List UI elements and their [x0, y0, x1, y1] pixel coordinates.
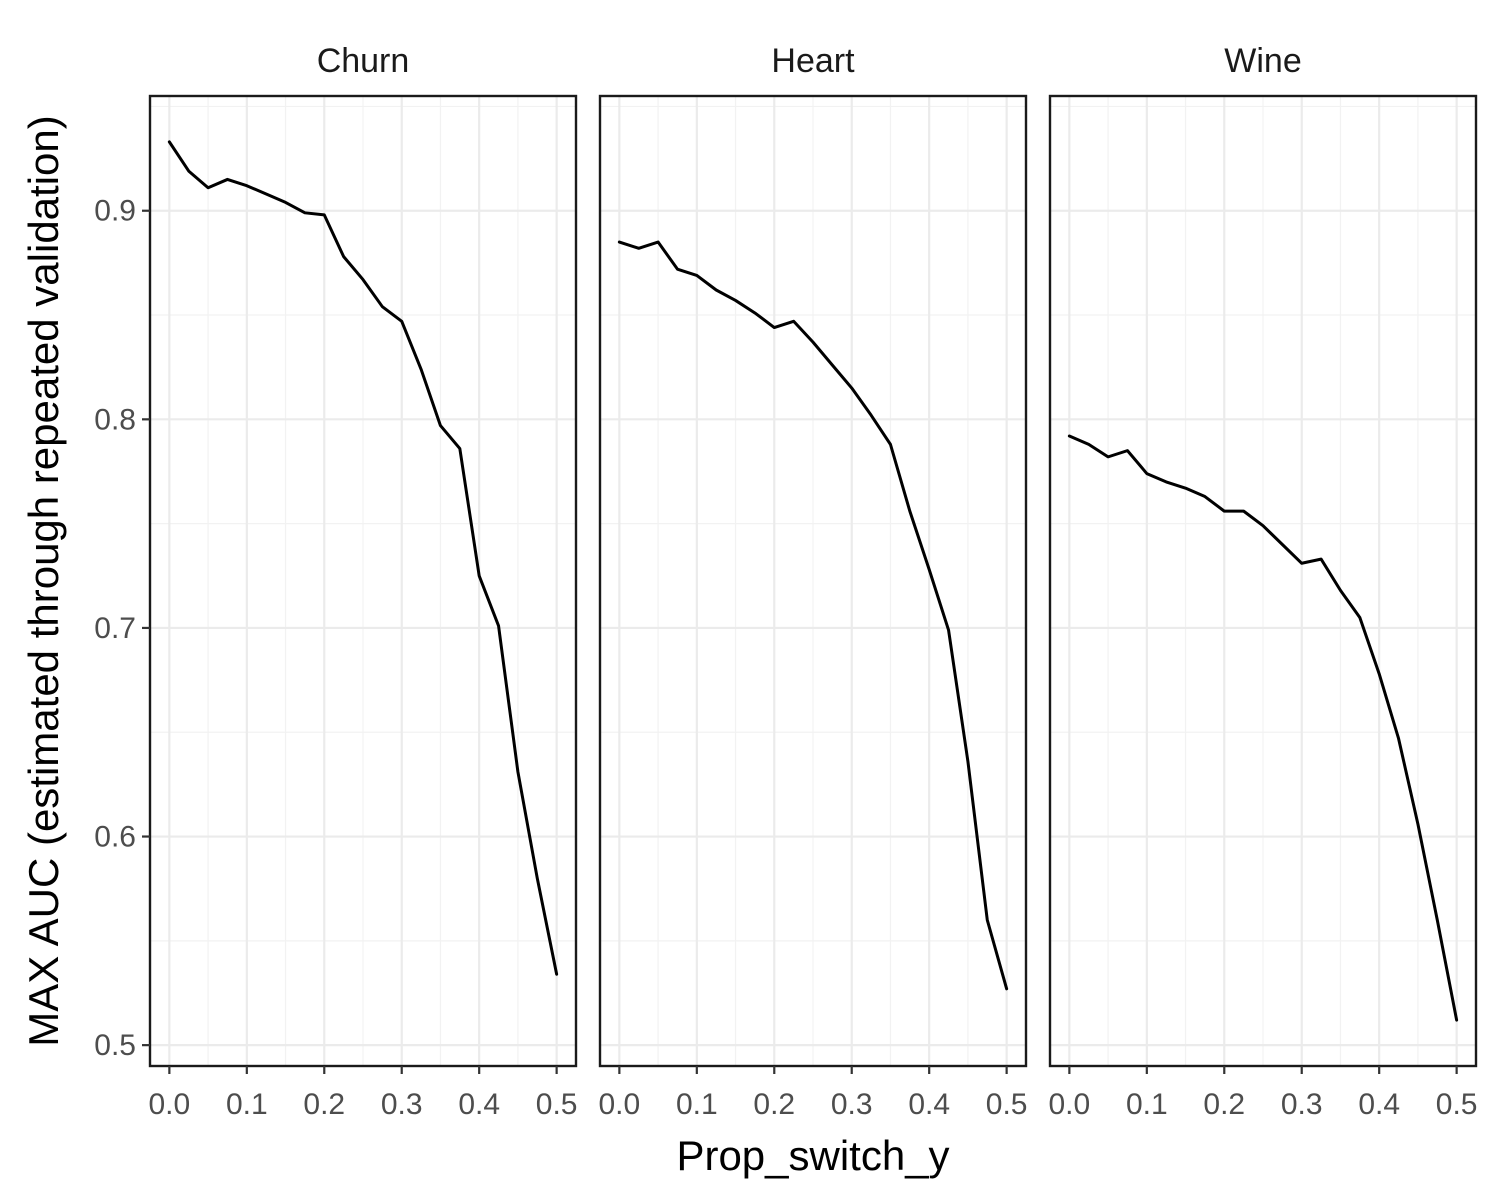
- facet-strip-label: Churn: [317, 42, 410, 80]
- x-tick-label: 0.4: [1358, 1088, 1400, 1121]
- facet-strip-label: Heart: [771, 42, 855, 80]
- x-tick-label: 0.3: [1281, 1088, 1323, 1121]
- x-tick-label: 0.2: [753, 1088, 795, 1121]
- x-tick-label: 0.2: [303, 1088, 345, 1121]
- y-tick-label: 0.9: [94, 195, 136, 228]
- y-axis: 0.5 0.6 0.7 0.8 0.9: [94, 195, 150, 1062]
- x-tick-label: 0.0: [1049, 1088, 1091, 1121]
- facet-panel-churn: Churn 0.0 0.1 0.2 0.3 0.4 0.5: [149, 42, 578, 1121]
- facet-strip-label: Wine: [1224, 42, 1301, 80]
- panel-border: [148, 94, 578, 1068]
- x-tick-label: 0.4: [458, 1088, 500, 1121]
- y-tick-label: 0.8: [94, 403, 136, 436]
- series-line-churn: [167, 140, 559, 976]
- series-line-heart: [617, 240, 1009, 991]
- series-line-wine: [1067, 434, 1459, 1022]
- panel-border: [1048, 94, 1478, 1068]
- x-tick-label: 0.3: [381, 1088, 423, 1121]
- facet-panel-heart: Heart 0.0 0.1 0.2 0.3 0.4 0.5: [599, 42, 1028, 1121]
- x-tick-label: 0.1: [226, 1088, 268, 1121]
- y-tick-label: 0.7: [94, 612, 136, 645]
- facet-panels: Churn 0.0 0.1 0.2 0.3 0.4 0.5 Heart 0.0 0.1 0.2 0.3…: [149, 42, 1478, 1121]
- facet-panel-wine: Wine 0.0 0.1 0.2 0.3 0.4 0.5: [1049, 42, 1478, 1121]
- x-tick-label: 0.5: [536, 1088, 578, 1121]
- x-tick-label: 0.0: [149, 1088, 191, 1121]
- x-tick-label: 0.5: [986, 1088, 1028, 1121]
- y-tick-label: 0.6: [94, 821, 136, 854]
- y-tick-label: 0.5: [94, 1029, 136, 1062]
- x-tick-label: 0.0: [599, 1088, 641, 1121]
- x-tick-label: 0.3: [831, 1088, 873, 1121]
- panel-border: [598, 94, 1028, 1068]
- x-axis-title: Prop_switch_y: [676, 1132, 949, 1179]
- x-tick-label: 0.5: [1436, 1088, 1478, 1121]
- x-tick-label: 0.4: [908, 1088, 950, 1121]
- y-axis-title: MAX AUC (estimated through repeated vali…: [20, 115, 67, 1047]
- x-tick-label: 0.1: [676, 1088, 718, 1121]
- x-tick-label: 0.1: [1126, 1088, 1168, 1121]
- x-tick-label: 0.2: [1203, 1088, 1245, 1121]
